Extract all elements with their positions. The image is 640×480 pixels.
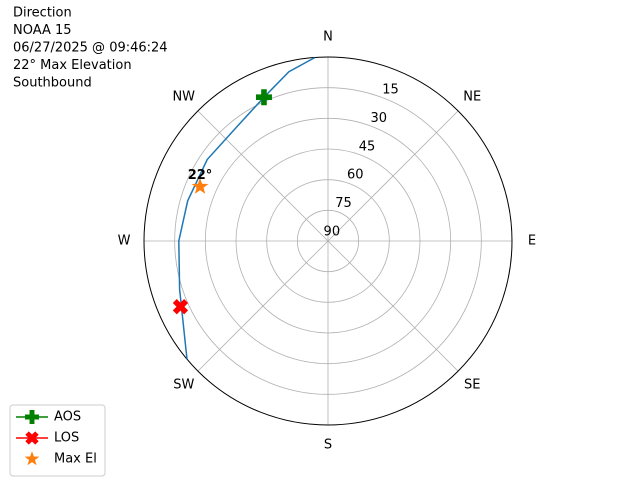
r-tick-label: 15 — [382, 83, 399, 98]
title-line: 22° Max Elevation — [13, 58, 132, 73]
legend-label: Max El — [54, 452, 97, 467]
legend-label: LOS — [54, 431, 79, 446]
theta-tick-label: E — [528, 234, 536, 249]
legend-swatch — [25, 410, 39, 424]
theta-tick-label: NE — [463, 89, 481, 104]
theta-tick-label: N — [323, 30, 333, 45]
grid-spoke — [197, 110, 329, 242]
theta-tick-label: NW — [172, 89, 195, 104]
marker — [255, 89, 272, 106]
theta-tick-label: SW — [173, 378, 194, 393]
grid-spoke — [197, 240, 329, 372]
track-line — [178, 57, 316, 360]
legend-swatch — [25, 431, 39, 445]
r-tick-label: 75 — [335, 196, 352, 211]
title-line: Southbound — [13, 76, 92, 91]
theta-tick-label: SE — [464, 378, 480, 393]
grid-spoke — [327, 240, 459, 372]
title-line: 06/27/2025 @ 09:46:24 — [13, 41, 168, 56]
marker — [172, 299, 189, 315]
outer-frame — [143, 56, 513, 426]
r-tick-label: 45 — [359, 139, 376, 154]
r-tick-label: 60 — [347, 168, 364, 183]
grid-spoke — [327, 110, 459, 242]
marker — [191, 177, 209, 194]
theta-tick-label: S — [324, 438, 332, 453]
theta-tick-label: W — [118, 234, 131, 249]
r-tick-label: 90 — [324, 224, 341, 239]
r-tick-label: 30 — [370, 111, 387, 126]
marker-label: 22° — [188, 168, 213, 183]
legend-label: AOS — [54, 410, 81, 425]
title-line: Direction — [13, 6, 72, 21]
legend-swatch — [24, 451, 40, 466]
title-line: NOAA 15 — [13, 23, 72, 38]
